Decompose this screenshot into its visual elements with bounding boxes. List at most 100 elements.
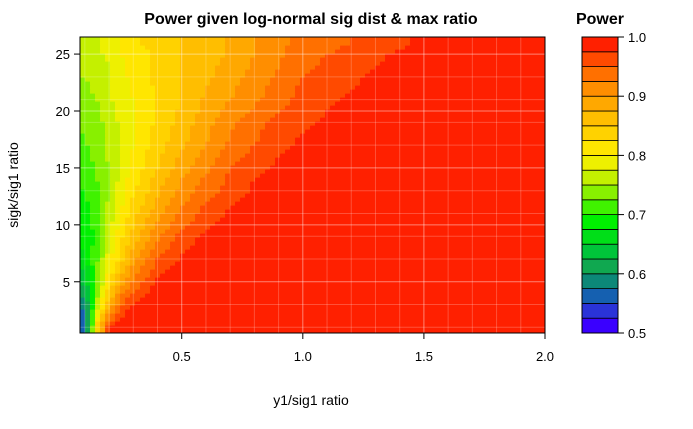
- heatmap-cell: [540, 173, 545, 178]
- heatmap-cell: [525, 177, 531, 182]
- heatmap-cell: [160, 261, 166, 266]
- heatmap-cell: [390, 301, 396, 306]
- heatmap-cell: [445, 173, 451, 178]
- heatmap-cell: [125, 301, 131, 306]
- heatmap-cell: [370, 245, 376, 250]
- heatmap-cell: [120, 193, 126, 198]
- heatmap-cell: [180, 241, 186, 246]
- heatmap-cell: [425, 161, 431, 166]
- heatmap-cell: [315, 297, 321, 302]
- heatmap-cell: [515, 281, 521, 286]
- heatmap-cell: [320, 241, 326, 246]
- heatmap-cell: [255, 117, 261, 122]
- heatmap-cell: [325, 209, 331, 214]
- heatmap-cell: [310, 173, 316, 178]
- heatmap-cell: [505, 317, 511, 322]
- heatmap-cell: [125, 205, 131, 210]
- heatmap-cell: [305, 201, 311, 206]
- heatmap-cell: [215, 277, 221, 282]
- heatmap-cell: [370, 277, 376, 282]
- heatmap-cell: [105, 265, 111, 270]
- heatmap-cell: [90, 173, 96, 178]
- heatmap-cell: [85, 325, 91, 330]
- heatmap-cell: [535, 245, 541, 250]
- heatmap-cell: [190, 125, 196, 130]
- heatmap-cell: [445, 245, 451, 250]
- heatmap-cell: [260, 317, 266, 322]
- heatmap-cell: [280, 237, 286, 242]
- heatmap-cell: [265, 237, 271, 242]
- heatmap-cell: [115, 145, 121, 150]
- heatmap-cell: [200, 181, 206, 186]
- heatmap-cell: [515, 213, 521, 218]
- heatmap-cell: [135, 173, 141, 178]
- heatmap-cell: [320, 193, 326, 198]
- heatmap-cell: [295, 181, 301, 186]
- heatmap-cell: [340, 301, 346, 306]
- heatmap-cell: [180, 217, 186, 222]
- heatmap-cell: [165, 253, 171, 258]
- heatmap-cell: [145, 201, 151, 206]
- heatmap-cell: [505, 289, 511, 294]
- heatmap-cell: [155, 169, 161, 174]
- heatmap-cell: [175, 217, 181, 222]
- heatmap-cell: [415, 209, 421, 214]
- heatmap-cell: [495, 165, 501, 170]
- heatmap-cell: [165, 289, 171, 294]
- heatmap-cell: [100, 265, 106, 270]
- heatmap-cell: [350, 185, 356, 190]
- heatmap-cell: [145, 321, 151, 326]
- heatmap-cell: [420, 325, 426, 330]
- heatmap-cell: [400, 201, 406, 206]
- heatmap-cell: [535, 253, 541, 258]
- heatmap-cell: [540, 265, 545, 270]
- heatmap-cell: [170, 145, 176, 150]
- heatmap-cell: [470, 269, 476, 274]
- heatmap-cell: [100, 233, 106, 238]
- heatmap-cell: [515, 253, 521, 258]
- heatmap-cell: [460, 205, 466, 210]
- heatmap-cell: [475, 221, 481, 226]
- heatmap-cell: [80, 297, 86, 302]
- heatmap-cell: [260, 237, 266, 242]
- heatmap-cell: [505, 241, 511, 246]
- heatmap-cell: [210, 233, 216, 238]
- heatmap-cell: [185, 161, 191, 166]
- heatmap-cell: [100, 189, 106, 194]
- heatmap-cell: [480, 301, 486, 306]
- heatmap-cell: [420, 173, 426, 178]
- heatmap-cell: [230, 265, 236, 270]
- heatmap-cell: [245, 273, 251, 278]
- heatmap-cell: [185, 277, 191, 282]
- heatmap-cell: [330, 149, 336, 154]
- heatmap-cell: [430, 121, 436, 126]
- heatmap-cell: [435, 145, 441, 150]
- heatmap-cell: [95, 121, 101, 126]
- heatmap-cell: [170, 157, 176, 162]
- heatmap-cell: [535, 241, 541, 246]
- heatmap-cell: [465, 317, 471, 322]
- heatmap-cell: [285, 177, 291, 182]
- heatmap-cell: [435, 297, 441, 302]
- heatmap-cell: [390, 213, 396, 218]
- heatmap-cell: [100, 261, 106, 266]
- heatmap-cell: [510, 173, 516, 178]
- heatmap-cell: [530, 225, 536, 230]
- heatmap-cell: [410, 145, 416, 150]
- heatmap-cell: [215, 217, 221, 222]
- heatmap-cell: [340, 117, 346, 122]
- heatmap-cell: [225, 233, 231, 238]
- heatmap-cell: [240, 277, 246, 282]
- heatmap-cell: [305, 317, 311, 322]
- heatmap-cell: [440, 181, 446, 186]
- heatmap-cell: [210, 301, 216, 306]
- heatmap-cell: [330, 125, 336, 130]
- heatmap-cell: [480, 233, 486, 238]
- heatmap-cell: [410, 277, 416, 282]
- heatmap-cell: [190, 285, 196, 290]
- heatmap-cell: [520, 165, 526, 170]
- heatmap-cell: [130, 121, 136, 126]
- heatmap-cell: [175, 209, 181, 214]
- heatmap-cell: [280, 181, 286, 186]
- heatmap-cell: [120, 189, 126, 194]
